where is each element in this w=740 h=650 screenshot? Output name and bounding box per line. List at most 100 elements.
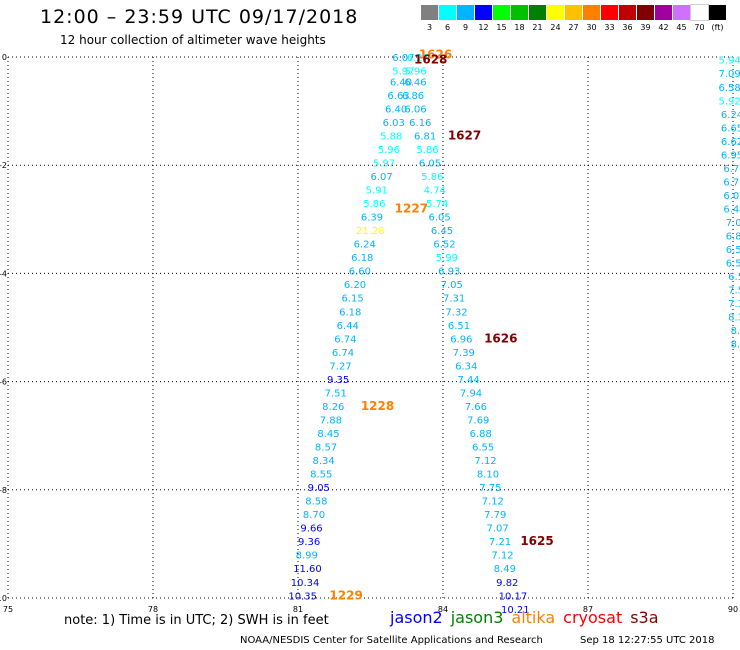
wave-height-label: 8.53: [731, 326, 740, 337]
legend-swatch: [601, 5, 618, 20]
wave-height-label: 7.27: [329, 361, 351, 372]
wave-height-label: 6.40: [385, 104, 407, 115]
wave-height-label: 5.97: [373, 158, 395, 169]
wave-height-label: 6.96: [450, 334, 472, 345]
wave-height-label: 7.05: [726, 218, 740, 229]
x-tick-label: 75: [3, 605, 13, 614]
wave-height-label: 7.07: [487, 524, 509, 535]
wave-height-label: 10.17: [499, 591, 528, 602]
wave-height-label: 5.99: [436, 253, 458, 264]
wave-height-label: 6.46: [404, 77, 426, 88]
wave-height-label: 6.51: [448, 321, 470, 332]
wave-height-label: 8.99: [296, 551, 318, 562]
wave-height-label: 6.03: [383, 118, 405, 129]
wave-height-label: 9.82: [496, 578, 518, 589]
legend-label: 39: [640, 23, 651, 32]
wave-height-label: 9.66: [300, 524, 322, 535]
wave-height-label: 6.93: [438, 267, 460, 278]
y-tick-label: -6: [0, 378, 7, 387]
legend-label: 24: [550, 23, 561, 32]
wave-height-label: 7.12: [482, 497, 504, 508]
wave-height-label: 8.49: [494, 564, 516, 575]
legend-swatch: [565, 5, 582, 20]
wave-height-label: 5.97: [392, 67, 414, 78]
legend-label: 12: [478, 23, 489, 32]
wave-height-label: 7.21: [489, 537, 511, 548]
wave-height-label: 5.94: [719, 56, 740, 67]
wave-height-label: 8.70: [303, 510, 325, 521]
satellite-jason3: jason3: [450, 608, 504, 627]
wave-height-label: 7.12: [474, 456, 496, 467]
wave-height-label: 6.54: [726, 259, 740, 270]
pass-time-label: 1228: [361, 399, 394, 413]
wave-height-label: 6.24: [721, 110, 740, 121]
legend-label: 30: [586, 23, 597, 32]
wave-height-label: 6.49: [723, 204, 740, 215]
pass-time-label: 1628: [414, 53, 447, 67]
wave-height-label: 6.74: [334, 334, 356, 345]
y-tick-label: -2: [0, 161, 7, 170]
wave-height-label: 7.69: [467, 415, 489, 426]
wave-height-label: 7.94: [460, 388, 482, 399]
wave-height-label: 6.65: [721, 123, 740, 134]
wave-height-label: 6.16: [409, 118, 431, 129]
x-tick-label: 84: [438, 605, 448, 614]
wave-height-label: 6.62: [721, 137, 740, 148]
wave-height-label: 7.32: [445, 307, 467, 318]
wave-height-label: 7.66: [465, 402, 487, 413]
wave-height-label: 6.39: [361, 213, 383, 224]
wave-height-label: 21.28: [356, 226, 385, 237]
wave-height-label: 6.88: [470, 429, 492, 440]
wave-height-label: 5.86: [416, 145, 438, 156]
wave-height-label: 8.58: [305, 497, 327, 508]
satellite-cryosat: cryosat: [563, 608, 623, 627]
wave-height-label: 6.95: [721, 150, 740, 161]
wave-height-label: 6.81: [414, 131, 436, 142]
wave-height-label: 5.86: [363, 199, 385, 210]
satellite-jason2: jason2: [390, 608, 443, 627]
wave-height-label: 11.60: [293, 564, 322, 575]
legend-label: 45: [676, 23, 687, 32]
wave-height-label: 7.31: [443, 294, 465, 305]
satellite-legend: jason2 jason3 altika cryosat s3a: [390, 608, 667, 627]
legend-swatch: [439, 5, 456, 20]
legend-swatch: [709, 5, 726, 20]
wave-height-label: 6.07: [392, 53, 414, 64]
wave-height-label: 9.05: [308, 483, 330, 494]
wave-height-label: 6.85: [726, 232, 740, 243]
legend-swatch: [547, 5, 564, 20]
wave-height-label: 7.38: [728, 299, 740, 310]
wave-height-label: 8.53: [731, 340, 740, 351]
wave-height-label: 6.07: [371, 172, 393, 183]
pass-time-label: 1227: [395, 201, 428, 215]
wave-height-label: 9.35: [327, 375, 349, 386]
wave-height-label: 8.10: [477, 470, 499, 481]
wave-height-label: 8.45: [317, 429, 339, 440]
wave-height-label: 8.55: [310, 470, 332, 481]
wave-height-label: 6.05: [419, 158, 441, 169]
y-tick-label: -10: [0, 594, 7, 603]
legend-label: 27: [568, 23, 579, 32]
wave-height-label: 6.63: [387, 91, 409, 102]
wave-height-label: 8.57: [315, 443, 337, 454]
wave-height-label: 5.91: [366, 186, 388, 197]
wave-height-label: 6.24: [354, 240, 376, 251]
wave-height-label: 6.18: [351, 253, 373, 264]
wave-height-label: 7.53: [728, 286, 740, 297]
pass-time-label: 1626: [484, 331, 517, 345]
wave-height-label: 6.58: [726, 245, 740, 256]
wave-height-label: 6.18: [339, 307, 361, 318]
wave-height-label: 7.75: [479, 483, 501, 494]
wave-height-label: 7.09: [719, 69, 740, 80]
legend-swatch: [619, 5, 636, 20]
wave-height-label: 6.52: [433, 240, 455, 251]
map-title: 12:00 – 23:59 UTC 09/17/2018: [40, 6, 359, 28]
legend-label: 36: [622, 23, 633, 32]
wave-height-label: 6.54: [728, 272, 740, 283]
legend-swatch: [583, 5, 600, 20]
wave-height-label: 6.77: [723, 164, 740, 175]
wave-height-label: 6.58: [719, 83, 740, 94]
wave-height-label: 5.88: [380, 131, 402, 142]
legend-swatch: [529, 5, 546, 20]
